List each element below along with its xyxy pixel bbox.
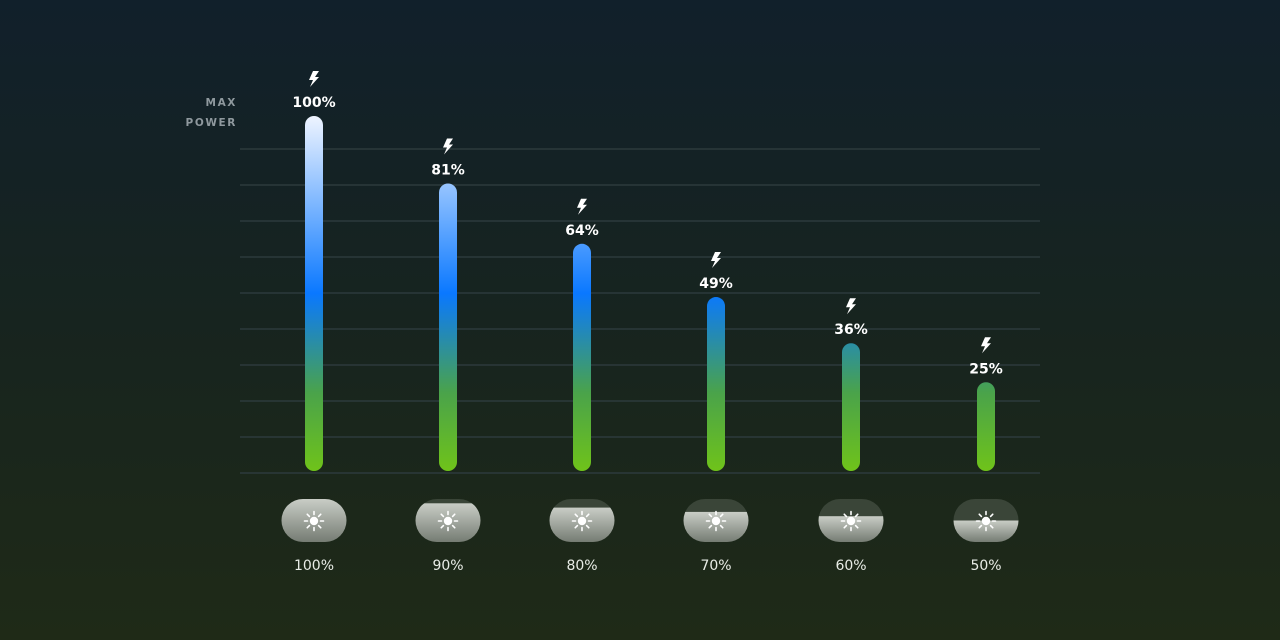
brightness-label: 100% bbox=[294, 558, 334, 574]
bar-value-label: 64% bbox=[565, 223, 599, 239]
sun-icon bbox=[303, 510, 325, 532]
sun-icon bbox=[975, 510, 997, 532]
bar-value-label: 36% bbox=[834, 322, 868, 338]
sun-icon bbox=[705, 510, 727, 532]
sun-icon bbox=[571, 510, 593, 532]
brightness-label: 80% bbox=[566, 558, 597, 574]
max-power-label-line2: POWER bbox=[185, 117, 237, 129]
power-bar bbox=[439, 183, 457, 471]
max-power-label-line1: MAX bbox=[205, 97, 237, 109]
brightness-pill bbox=[415, 499, 481, 542]
brightness-label: 50% bbox=[970, 558, 1001, 574]
power-bar bbox=[977, 382, 995, 471]
bar-value-label: 100% bbox=[292, 95, 335, 111]
bar-value-label: 25% bbox=[969, 361, 1003, 377]
lightning-bolt-icon bbox=[443, 138, 453, 155]
brightness-label: 60% bbox=[835, 558, 866, 574]
lightning-bolt-icon bbox=[846, 298, 856, 315]
lightning-bolt-icon bbox=[981, 337, 991, 354]
sun-icon bbox=[437, 510, 459, 532]
sun-icon bbox=[840, 510, 862, 532]
power-bar bbox=[707, 297, 725, 471]
brightness-label: 70% bbox=[700, 558, 731, 574]
power-bar bbox=[305, 116, 323, 471]
lightning-bolt-icon bbox=[711, 252, 721, 269]
bar-value-label: 81% bbox=[431, 162, 465, 178]
power-bar bbox=[842, 343, 860, 471]
lightning-bolt-icon bbox=[309, 71, 319, 87]
power-bar bbox=[573, 243, 591, 471]
bar-value-label: 49% bbox=[699, 276, 733, 292]
brightness-label: 90% bbox=[432, 558, 463, 574]
lightning-bolt-icon bbox=[577, 198, 587, 215]
